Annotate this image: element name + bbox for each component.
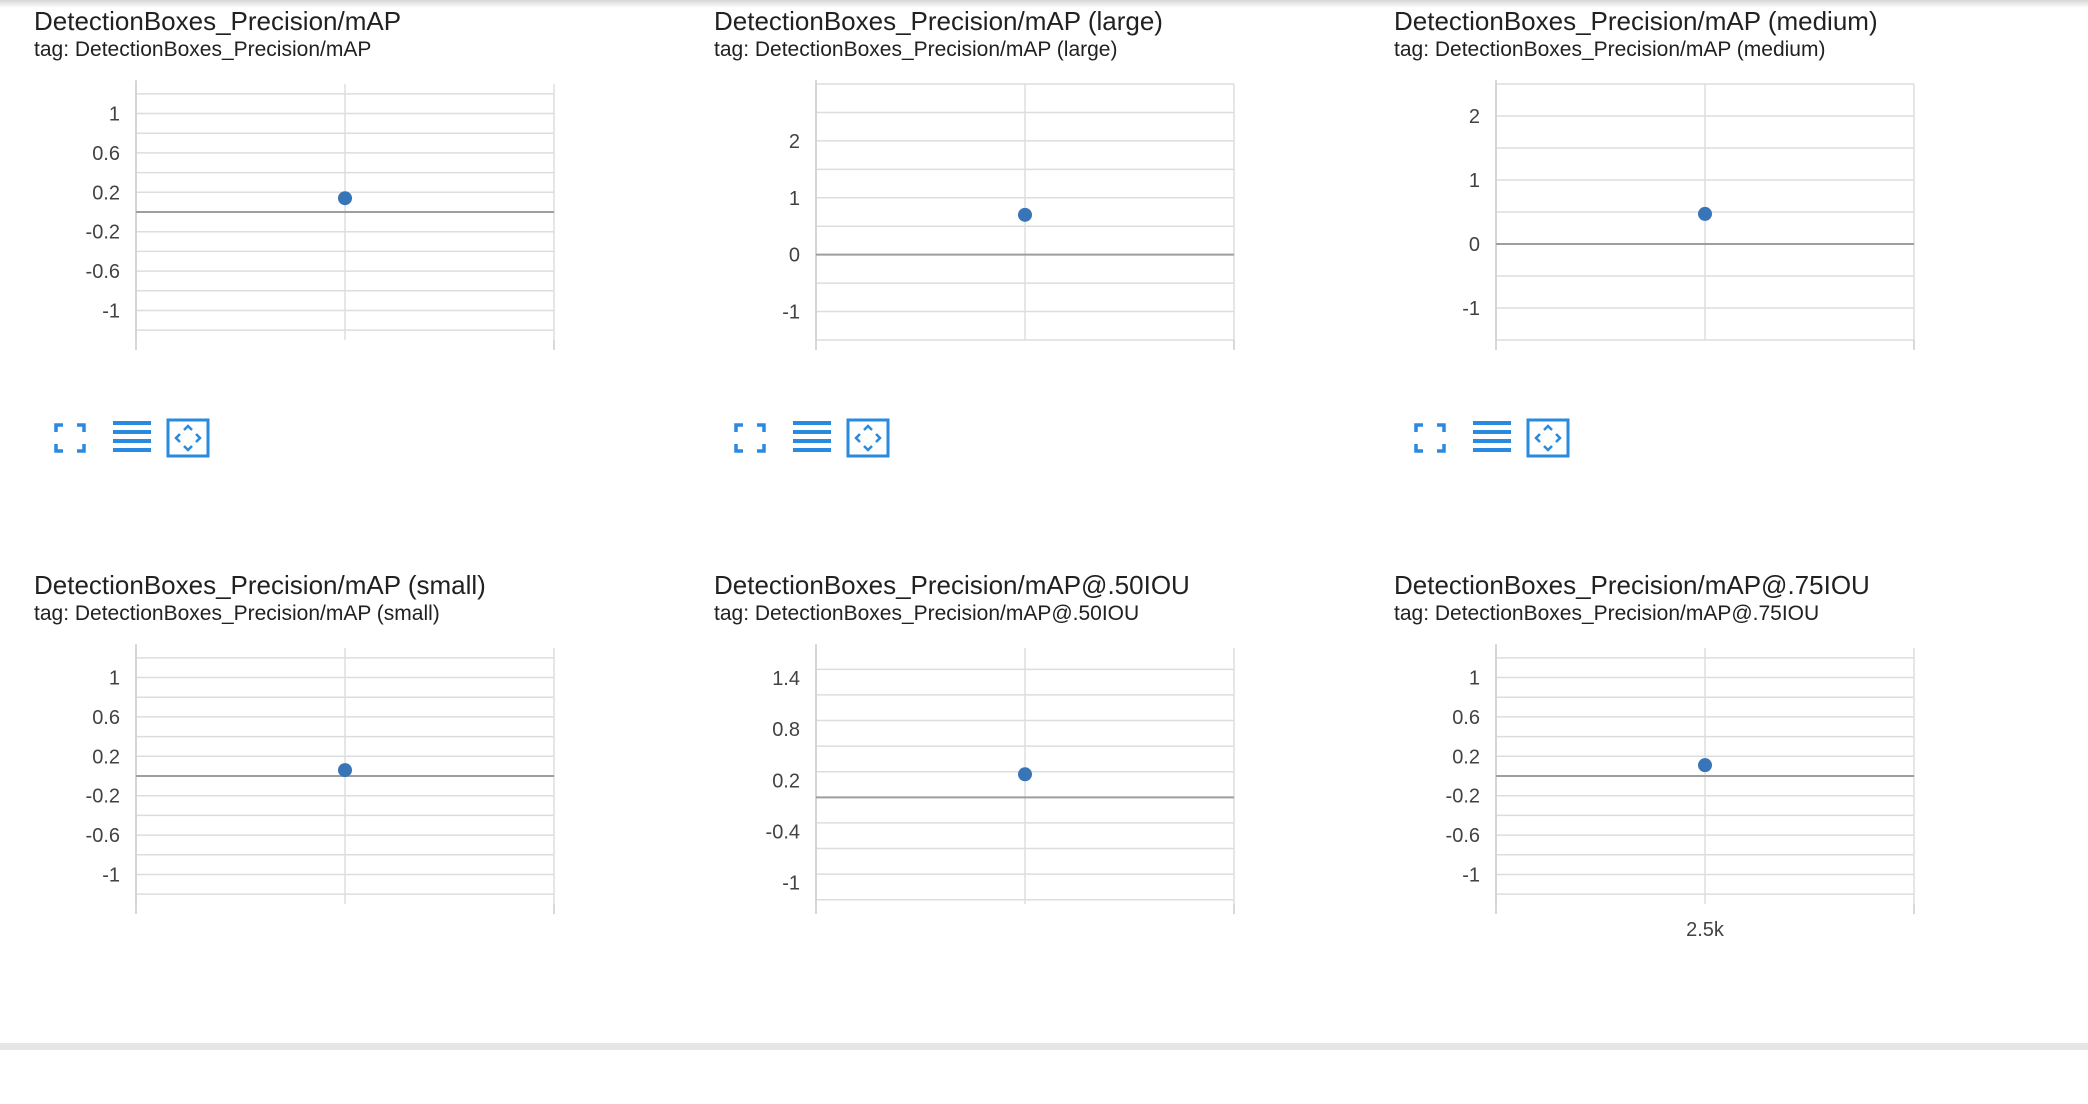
card-tag: tag: DetectionBoxes_Precision/mAP (small… bbox=[34, 602, 440, 625]
y-tick-label: -1 bbox=[782, 302, 800, 324]
data-table-button[interactable] bbox=[110, 416, 154, 460]
chart-card-map-small: DetectionBoxes_Precision/mAP (small) tag… bbox=[34, 564, 714, 1104]
card-tag: tag: DetectionBoxes_Precision/mAP (mediu… bbox=[1394, 38, 1826, 61]
data-table-icon bbox=[113, 421, 151, 452]
fit-domain-button[interactable] bbox=[846, 416, 890, 460]
y-tick-label: 1 bbox=[789, 188, 800, 210]
top-shadow bbox=[0, 0, 2088, 8]
data-table-button[interactable] bbox=[1470, 416, 1514, 460]
fullscreen-icon bbox=[734, 423, 766, 453]
chart-card-map-large: DetectionBoxes_Precision/mAP (large) tag… bbox=[714, 0, 1394, 540]
x-tick-label: 2.5k bbox=[1686, 919, 1725, 941]
data-table-icon bbox=[793, 421, 831, 452]
card-title: DetectionBoxes_Precision/mAP@.75IOU bbox=[1394, 570, 1870, 600]
fullscreen-icon bbox=[54, 423, 86, 453]
data-point bbox=[1018, 767, 1032, 782]
card-title: DetectionBoxes_Precision/mAP (large) bbox=[714, 6, 1163, 36]
chart-card-map-75iou: DetectionBoxes_Precision/mAP@.75IOU tag:… bbox=[1394, 564, 2074, 1104]
y-tick-label: -0.2 bbox=[1446, 786, 1480, 808]
chart-plot: 1 0.6 0.2 -0.2 -0.6 -1 bbox=[86, 644, 555, 914]
data-point bbox=[1698, 206, 1712, 221]
y-tick-label: -0.4 bbox=[766, 821, 800, 843]
y-tick-label: -1 bbox=[782, 873, 800, 895]
y-tick-label: 0.2 bbox=[1452, 746, 1480, 768]
fit-domain-icon bbox=[1526, 418, 1570, 458]
data-point bbox=[1018, 207, 1032, 222]
y-tick-label: 1 bbox=[109, 668, 120, 690]
fullscreen-button[interactable] bbox=[1408, 416, 1452, 460]
y-tick-label: 1 bbox=[109, 104, 120, 126]
chart-card-map-medium: DetectionBoxes_Precision/mAP (medium) ta… bbox=[1394, 0, 2074, 540]
chart-card-map-50iou: DetectionBoxes_Precision/mAP@.50IOU tag:… bbox=[714, 564, 1394, 1104]
y-tick-label: -0.6 bbox=[86, 825, 120, 847]
fit-domain-button[interactable] bbox=[1526, 416, 1570, 460]
y-tick-label: 0.2 bbox=[92, 182, 120, 204]
chart-plot: 2 1 0 -1 bbox=[1462, 80, 1915, 350]
fit-domain-icon bbox=[166, 418, 210, 458]
fullscreen-icon bbox=[1414, 423, 1446, 453]
y-tick-label: 0 bbox=[789, 245, 800, 267]
data-table-icon bbox=[1473, 421, 1511, 452]
y-tick-label: 1.4 bbox=[772, 668, 800, 690]
chart-card-map: DetectionBoxes_Precision/mAP tag: Detect… bbox=[34, 0, 714, 540]
data-point bbox=[338, 191, 352, 206]
y-tick-label: -0.2 bbox=[86, 786, 120, 808]
card-tag: tag: DetectionBoxes_Precision/mAP@.50IOU bbox=[714, 602, 1140, 625]
fullscreen-button[interactable] bbox=[728, 416, 772, 460]
chart-plot: 1 0.6 0.2 -0.2 -0.6 -1 2.5k bbox=[1446, 644, 1915, 941]
fit-domain-icon bbox=[846, 418, 890, 458]
fullscreen-button[interactable] bbox=[48, 416, 92, 460]
card-tag: tag: DetectionBoxes_Precision/mAP (large… bbox=[714, 38, 1118, 61]
y-tick-label: 1 bbox=[1469, 668, 1480, 690]
card-title: DetectionBoxes_Precision/mAP@.50IOU bbox=[714, 570, 1190, 600]
y-tick-label: 1 bbox=[1469, 170, 1480, 192]
chart-plot: 1 0.6 0.2 -0.2 -0.6 -1 bbox=[86, 80, 555, 350]
card-title: DetectionBoxes_Precision/mAP (medium) bbox=[1394, 6, 1878, 36]
card-tag: tag: DetectionBoxes_Precision/mAP@.75IOU bbox=[1394, 602, 1820, 625]
y-tick-label: 0 bbox=[1469, 234, 1480, 256]
y-tick-label: 2 bbox=[1469, 106, 1480, 128]
y-tick-label: 0.6 bbox=[92, 143, 120, 165]
y-tick-label: -1 bbox=[1462, 298, 1480, 320]
card-title: DetectionBoxes_Precision/mAP (small) bbox=[34, 570, 486, 600]
bottom-strip bbox=[0, 1043, 2088, 1050]
y-tick-label: 2 bbox=[789, 131, 800, 153]
y-tick-label: 0.2 bbox=[92, 746, 120, 768]
data-table-button[interactable] bbox=[790, 416, 834, 460]
y-tick-label: -1 bbox=[102, 864, 120, 886]
y-tick-label: -0.6 bbox=[86, 261, 120, 283]
data-point bbox=[1698, 758, 1712, 773]
y-tick-label: 0.2 bbox=[772, 770, 800, 792]
fit-domain-button[interactable] bbox=[166, 416, 210, 460]
chart-plot: 2 1 0 -1 bbox=[782, 80, 1235, 350]
card-title: DetectionBoxes_Precision/mAP bbox=[34, 6, 402, 36]
y-tick-label: -1 bbox=[102, 300, 120, 322]
y-tick-label: -1 bbox=[1462, 864, 1480, 886]
card-tag: tag: DetectionBoxes_Precision/mAP bbox=[34, 38, 372, 61]
y-tick-label: 0.6 bbox=[1452, 707, 1480, 729]
data-point bbox=[338, 763, 352, 778]
y-tick-label: -0.6 bbox=[1446, 825, 1480, 847]
y-tick-label: 0.6 bbox=[92, 707, 120, 729]
y-tick-label: -0.2 bbox=[86, 222, 120, 244]
y-tick-label: 0.8 bbox=[772, 719, 800, 741]
chart-plot: 1.4 0.8 0.2 -0.4 -1 bbox=[766, 644, 1235, 914]
